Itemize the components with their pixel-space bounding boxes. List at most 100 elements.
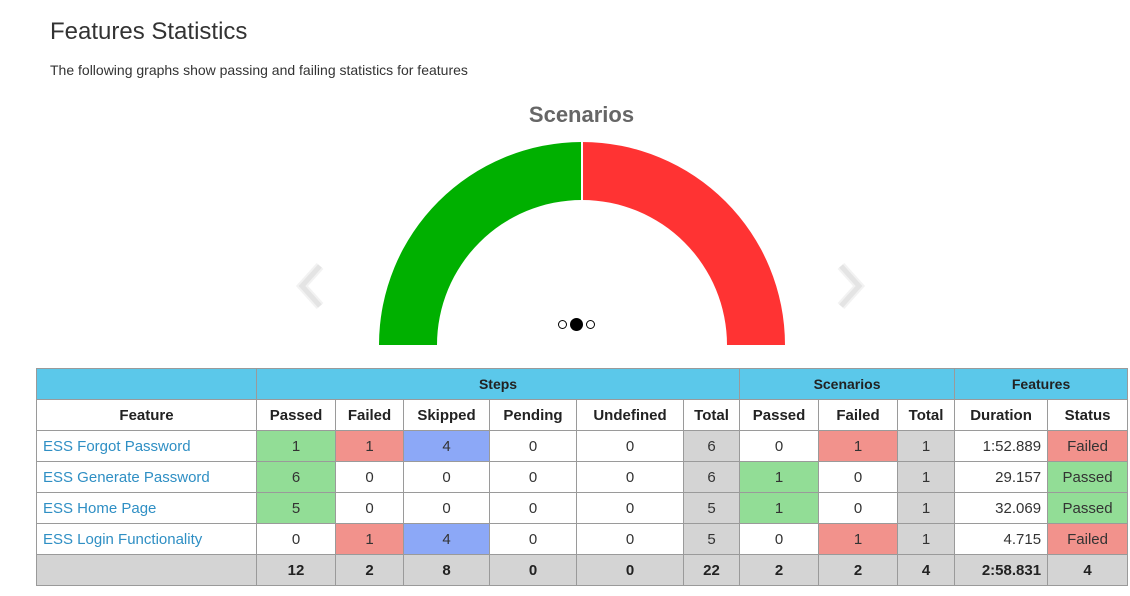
- feature-link[interactable]: ESS Login Functionality: [43, 530, 203, 548]
- col-header-duration[interactable]: Duration: [954, 399, 1049, 431]
- steps-failed-cell: 0: [335, 492, 404, 524]
- status-cell: Passed: [1047, 492, 1129, 524]
- total-steps-pending: 0: [489, 554, 577, 586]
- table-row: ESS Home Page 5 0 0 0 0 5 1 0 1 32.069 P…: [36, 492, 1129, 524]
- carousel-dot[interactable]: [586, 320, 595, 329]
- steps-passed-cell: 0: [256, 523, 336, 555]
- scenarios-passed-cell: 0: [739, 523, 820, 555]
- total-steps-total: 22: [682, 554, 741, 586]
- col-header-steps-passed[interactable]: Passed: [256, 399, 336, 431]
- col-header-steps-total[interactable]: Total: [682, 399, 741, 431]
- gauge-slice-passed[interactable]: [379, 142, 582, 345]
- group-header-row: Steps Scenarios Features: [36, 368, 1129, 400]
- steps-pending-cell: 0: [489, 461, 577, 493]
- scenarios-passed-cell: 1: [739, 461, 820, 493]
- scenarios-passed-cell: 0: [739, 430, 820, 462]
- steps-undefined-cell: 0: [576, 430, 684, 462]
- feature-name-cell: ESS Login Functionality: [36, 523, 257, 555]
- carousel-next-button[interactable]: [835, 262, 867, 310]
- steps-skipped-cell: 4: [403, 430, 490, 462]
- col-header-steps-undefined[interactable]: Undefined: [576, 399, 684, 431]
- duration-cell: 4.715: [954, 523, 1049, 555]
- group-header-scenarios: Scenarios: [739, 368, 956, 400]
- status-cell: Passed: [1047, 461, 1129, 493]
- steps-total-cell: 5: [682, 523, 741, 555]
- scenarios-failed-cell: 1: [818, 523, 899, 555]
- duration-cell: 1:52.889: [954, 430, 1049, 462]
- total-features: 4: [1047, 554, 1129, 586]
- group-header-blank: [36, 368, 257, 400]
- steps-passed-cell: 6: [256, 461, 336, 493]
- col-header-status[interactable]: Status: [1047, 399, 1129, 431]
- carousel-indicators: [558, 318, 595, 331]
- scenarios-failed-cell: 1: [818, 430, 899, 462]
- feature-name-cell: ESS Home Page: [36, 492, 257, 524]
- steps-undefined-cell: 0: [576, 461, 684, 493]
- scenarios-total-cell: 1: [897, 430, 956, 462]
- steps-failed-cell: 1: [335, 430, 404, 462]
- duration-cell: 29.157: [954, 461, 1049, 493]
- carousel-prev-button[interactable]: [294, 262, 326, 310]
- group-header-features: Features: [954, 368, 1129, 400]
- steps-total-cell: 5: [682, 492, 741, 524]
- group-header-steps: Steps: [255, 368, 741, 400]
- col-header-feature[interactable]: Feature: [36, 399, 257, 431]
- steps-passed-cell: 5: [256, 492, 336, 524]
- col-header-steps-pending[interactable]: Pending: [489, 399, 577, 431]
- total-steps-skipped: 8: [403, 554, 490, 586]
- steps-skipped-cell: 4: [403, 523, 490, 555]
- total-scenarios-failed: 2: [818, 554, 899, 586]
- status-cell: Failed: [1047, 430, 1129, 462]
- page-subtitle: The following graphs show passing and fa…: [50, 62, 468, 78]
- table-row: ESS Generate Password 6 0 0 0 0 6 1 0 1 …: [36, 461, 1129, 493]
- col-header-steps-failed[interactable]: Failed: [335, 399, 404, 431]
- feature-name-cell: ESS Forgot Password: [36, 430, 257, 462]
- col-header-scenarios-failed[interactable]: Failed: [818, 399, 899, 431]
- steps-passed-cell: 1: [256, 430, 336, 462]
- scenarios-total-cell: 1: [897, 523, 956, 555]
- total-steps-undefined: 0: [576, 554, 684, 586]
- features-stats-table: Steps Scenarios Features Feature Passed …: [36, 368, 1129, 586]
- steps-failed-cell: 1: [335, 523, 404, 555]
- total-steps-passed: 12: [256, 554, 336, 586]
- chevron-right-icon: [837, 262, 866, 310]
- page-title: Features Statistics: [50, 18, 248, 45]
- steps-skipped-cell: 0: [403, 492, 490, 524]
- total-steps-failed: 2: [335, 554, 404, 586]
- steps-total-cell: 6: [682, 430, 741, 462]
- feature-name-cell: ESS Generate Password: [36, 461, 257, 493]
- total-scenarios-total: 4: [897, 554, 956, 586]
- status-cell: Failed: [1047, 523, 1129, 555]
- carousel-dot[interactable]: [558, 320, 567, 329]
- totals-row: 12 2 8 0 0 22 2 2 4 2:58.831 4: [36, 554, 1129, 586]
- col-header-scenarios-total[interactable]: Total: [897, 399, 956, 431]
- steps-failed-cell: 0: [335, 461, 404, 493]
- feature-link[interactable]: ESS Home Page: [43, 499, 157, 517]
- steps-pending-cell: 0: [489, 523, 577, 555]
- col-header-scenarios-passed[interactable]: Passed: [739, 399, 820, 431]
- feature-link[interactable]: ESS Generate Password: [43, 468, 210, 486]
- steps-undefined-cell: 0: [576, 523, 684, 555]
- total-duration: 2:58.831: [954, 554, 1049, 586]
- gauge-slice-failed[interactable]: [582, 142, 785, 345]
- table-row: ESS Login Functionality 0 1 4 0 0 5 0 1 …: [36, 523, 1129, 555]
- carousel-dot-active[interactable]: [570, 318, 583, 331]
- steps-undefined-cell: 0: [576, 492, 684, 524]
- scenarios-passed-cell: 1: [739, 492, 820, 524]
- duration-cell: 32.069: [954, 492, 1049, 524]
- scenarios-failed-cell: 0: [818, 492, 899, 524]
- feature-link[interactable]: ESS Forgot Password: [43, 437, 191, 455]
- totals-label-cell: [36, 554, 257, 586]
- steps-skipped-cell: 0: [403, 461, 490, 493]
- column-header-row: Feature Passed Failed Skipped Pending Un…: [36, 399, 1129, 431]
- steps-pending-cell: 0: [489, 492, 577, 524]
- chevron-left-icon: [295, 262, 324, 310]
- scenarios-failed-cell: 0: [818, 461, 899, 493]
- scenarios-total-cell: 1: [897, 461, 956, 493]
- scenarios-gauge-chart[interactable]: [376, 140, 788, 350]
- total-scenarios-passed: 2: [739, 554, 820, 586]
- col-header-steps-skipped[interactable]: Skipped: [403, 399, 490, 431]
- steps-total-cell: 6: [682, 461, 741, 493]
- steps-pending-cell: 0: [489, 430, 577, 462]
- scenarios-total-cell: 1: [897, 492, 956, 524]
